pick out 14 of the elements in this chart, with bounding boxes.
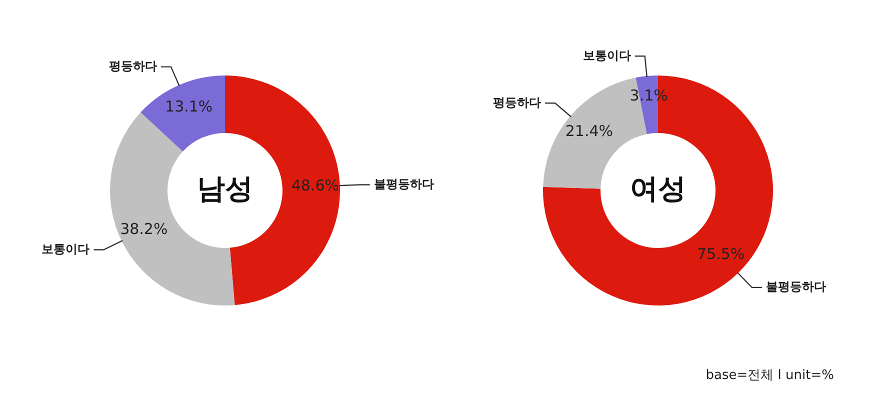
slice-label: 보통이다 [41, 242, 90, 256]
data-label: 13.1% [164, 98, 212, 116]
text: base=전체 l unit=% [706, 367, 834, 384]
data-label: 38.2% [120, 220, 168, 238]
slice-label: 불평등하다 [765, 280, 826, 294]
slice-label: 보통이다 [582, 48, 630, 62]
data-label: 48.6% [290, 176, 338, 195]
slice-label: 평등하다 [492, 95, 541, 110]
text: 남성 [196, 172, 252, 205]
data-label: 75.5% [696, 245, 744, 264]
slice-label: 불평등하다 [373, 176, 434, 191]
slice-label: 평등하다 [108, 58, 156, 73]
data-label: 21.4% [564, 122, 613, 140]
text: 여성 [630, 172, 686, 205]
